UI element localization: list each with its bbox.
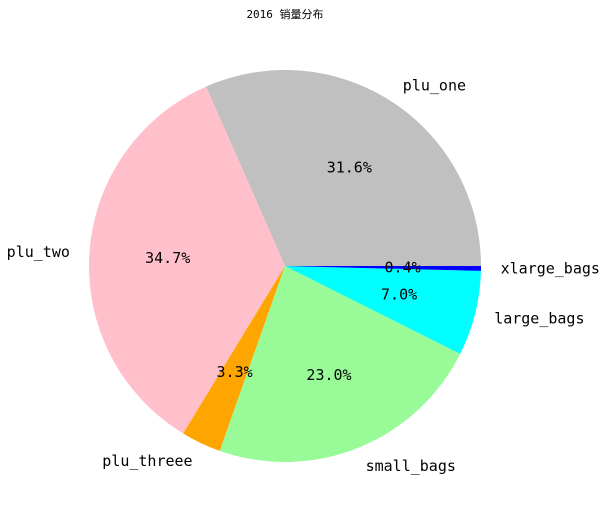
category-labels: plu_one plu_two plu_threee small_bags large_… [7, 76, 600, 475]
percent-label-plu-one: 31.6% [327, 159, 372, 177]
pie-slice-plu-one [206, 69, 481, 266]
pie-slice-xlarge-bags [285, 266, 481, 271]
percent-label-plu-two: 34.7% [145, 249, 190, 267]
category-label-plu-one: plu_one [403, 76, 466, 94]
category-label-plu-threee: plu_threee [102, 452, 192, 470]
pie-slice-plu-two [88, 86, 286, 434]
percent-label-small-bags: 23.0% [306, 366, 351, 384]
percent-label-large-bags: 7.0% [381, 286, 417, 304]
category-label-large-bags: large_bags [494, 309, 584, 327]
chart-title: 2016 销量分布 [246, 7, 323, 21]
pie-slice-small-bags [219, 266, 461, 463]
category-label-xlarge-bags: xlarge_bags [501, 260, 600, 278]
pie-slice-plu-threee [183, 266, 285, 451]
pie-slices [88, 69, 481, 463]
category-label-small-bags: small_bags [366, 457, 456, 475]
category-label-plu-two: plu_two [7, 243, 70, 261]
pie-slice-large-bags [285, 266, 481, 354]
percent-label-xlarge-bags: 0.4% [385, 259, 421, 277]
percent-label-plu-threee: 3.3% [217, 363, 253, 381]
percent-labels: 31.6% 34.7% 3.3% 23.0% 7.0% 0.4% [145, 159, 421, 385]
